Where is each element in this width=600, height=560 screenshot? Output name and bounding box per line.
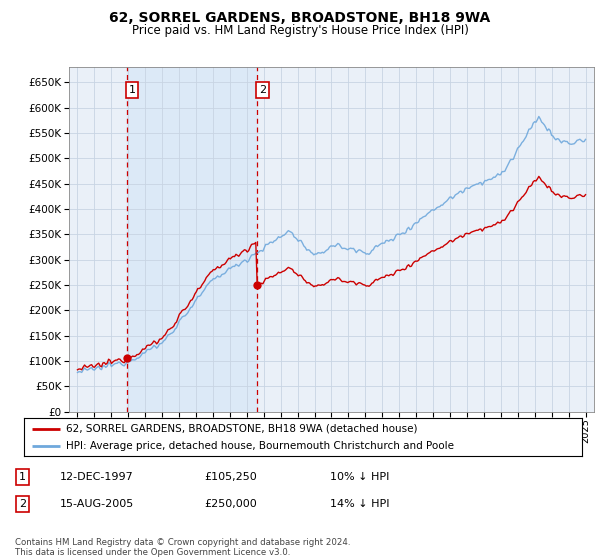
Bar xyxy=(127,67,257,412)
Text: Price paid vs. HM Land Registry's House Price Index (HPI): Price paid vs. HM Land Registry's House … xyxy=(131,24,469,36)
Text: 2: 2 xyxy=(19,499,26,509)
Text: HPI: Average price, detached house, Bournemouth Christchurch and Poole: HPI: Average price, detached house, Bour… xyxy=(66,441,454,451)
Text: 12-DEC-1997: 12-DEC-1997 xyxy=(60,472,134,482)
Text: 10% ↓ HPI: 10% ↓ HPI xyxy=(330,472,389,482)
Text: £250,000: £250,000 xyxy=(204,499,257,509)
Text: 1: 1 xyxy=(19,472,26,482)
Text: 1: 1 xyxy=(128,85,136,95)
Text: £105,250: £105,250 xyxy=(204,472,257,482)
Text: 15-AUG-2005: 15-AUG-2005 xyxy=(60,499,134,509)
Text: 62, SORREL GARDENS, BROADSTONE, BH18 9WA (detached house): 62, SORREL GARDENS, BROADSTONE, BH18 9WA… xyxy=(66,423,418,433)
Text: 62, SORREL GARDENS, BROADSTONE, BH18 9WA: 62, SORREL GARDENS, BROADSTONE, BH18 9WA xyxy=(109,11,491,25)
Text: 14% ↓ HPI: 14% ↓ HPI xyxy=(330,499,389,509)
Text: Contains HM Land Registry data © Crown copyright and database right 2024.
This d: Contains HM Land Registry data © Crown c… xyxy=(15,538,350,557)
Text: 2: 2 xyxy=(259,85,266,95)
